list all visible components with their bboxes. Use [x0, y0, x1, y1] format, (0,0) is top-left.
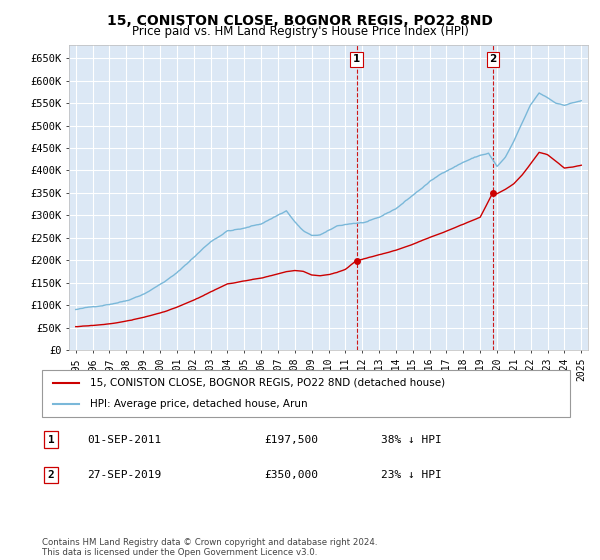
Text: £350,000: £350,000: [264, 470, 318, 480]
Text: 1: 1: [47, 435, 55, 445]
Text: HPI: Average price, detached house, Arun: HPI: Average price, detached house, Arun: [89, 399, 307, 409]
Text: 2: 2: [47, 470, 55, 480]
Text: £197,500: £197,500: [264, 435, 318, 445]
Text: 27-SEP-2019: 27-SEP-2019: [87, 470, 161, 480]
FancyBboxPatch shape: [42, 370, 570, 417]
Text: 15, CONISTON CLOSE, BOGNOR REGIS, PO22 8ND (detached house): 15, CONISTON CLOSE, BOGNOR REGIS, PO22 8…: [89, 378, 445, 388]
Text: 23% ↓ HPI: 23% ↓ HPI: [381, 470, 442, 480]
Text: Contains HM Land Registry data © Crown copyright and database right 2024.
This d: Contains HM Land Registry data © Crown c…: [42, 538, 377, 557]
Text: 15, CONISTON CLOSE, BOGNOR REGIS, PO22 8ND: 15, CONISTON CLOSE, BOGNOR REGIS, PO22 8…: [107, 14, 493, 28]
Text: 1: 1: [353, 54, 360, 64]
Text: 38% ↓ HPI: 38% ↓ HPI: [381, 435, 442, 445]
Text: 2: 2: [489, 54, 496, 64]
Text: 01-SEP-2011: 01-SEP-2011: [87, 435, 161, 445]
Text: Price paid vs. HM Land Registry's House Price Index (HPI): Price paid vs. HM Land Registry's House …: [131, 25, 469, 38]
